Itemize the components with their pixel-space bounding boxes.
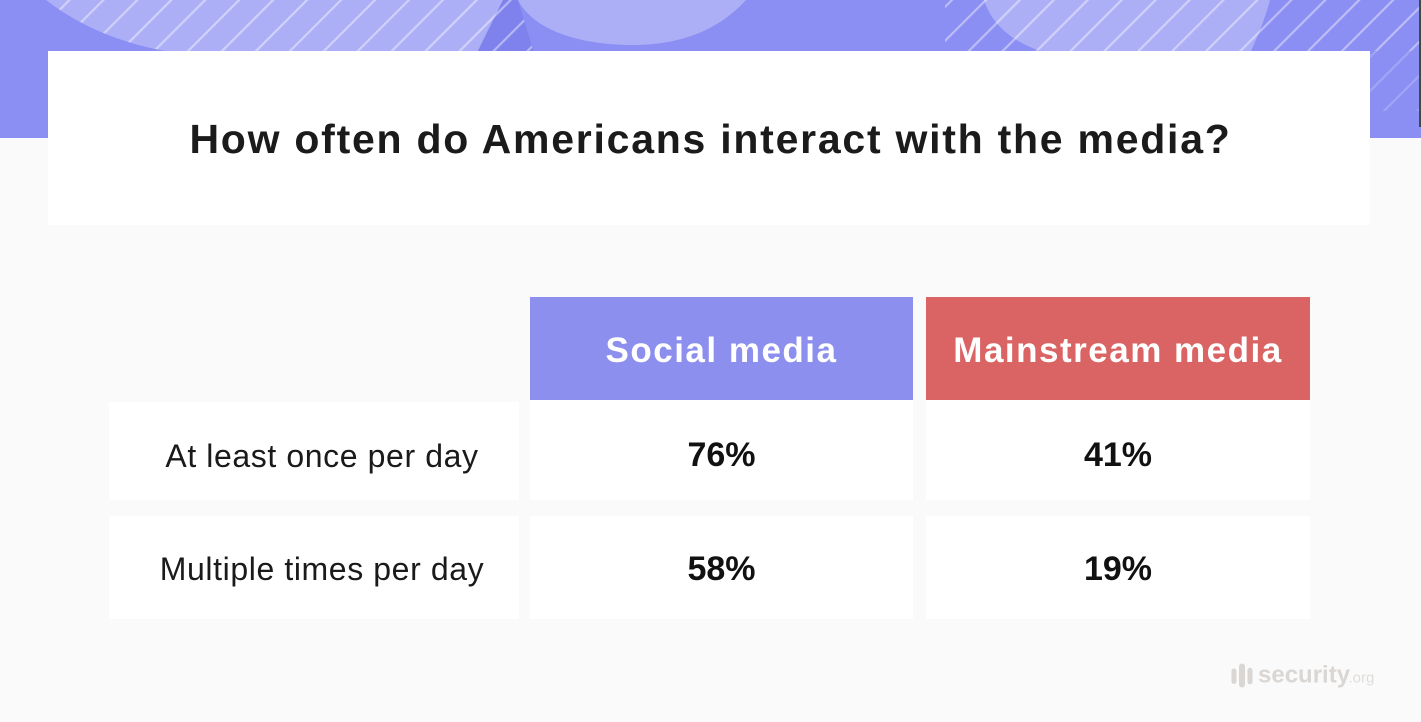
svg-text:.org: .org [1349,670,1375,687]
svg-text:security: security [1258,662,1351,689]
